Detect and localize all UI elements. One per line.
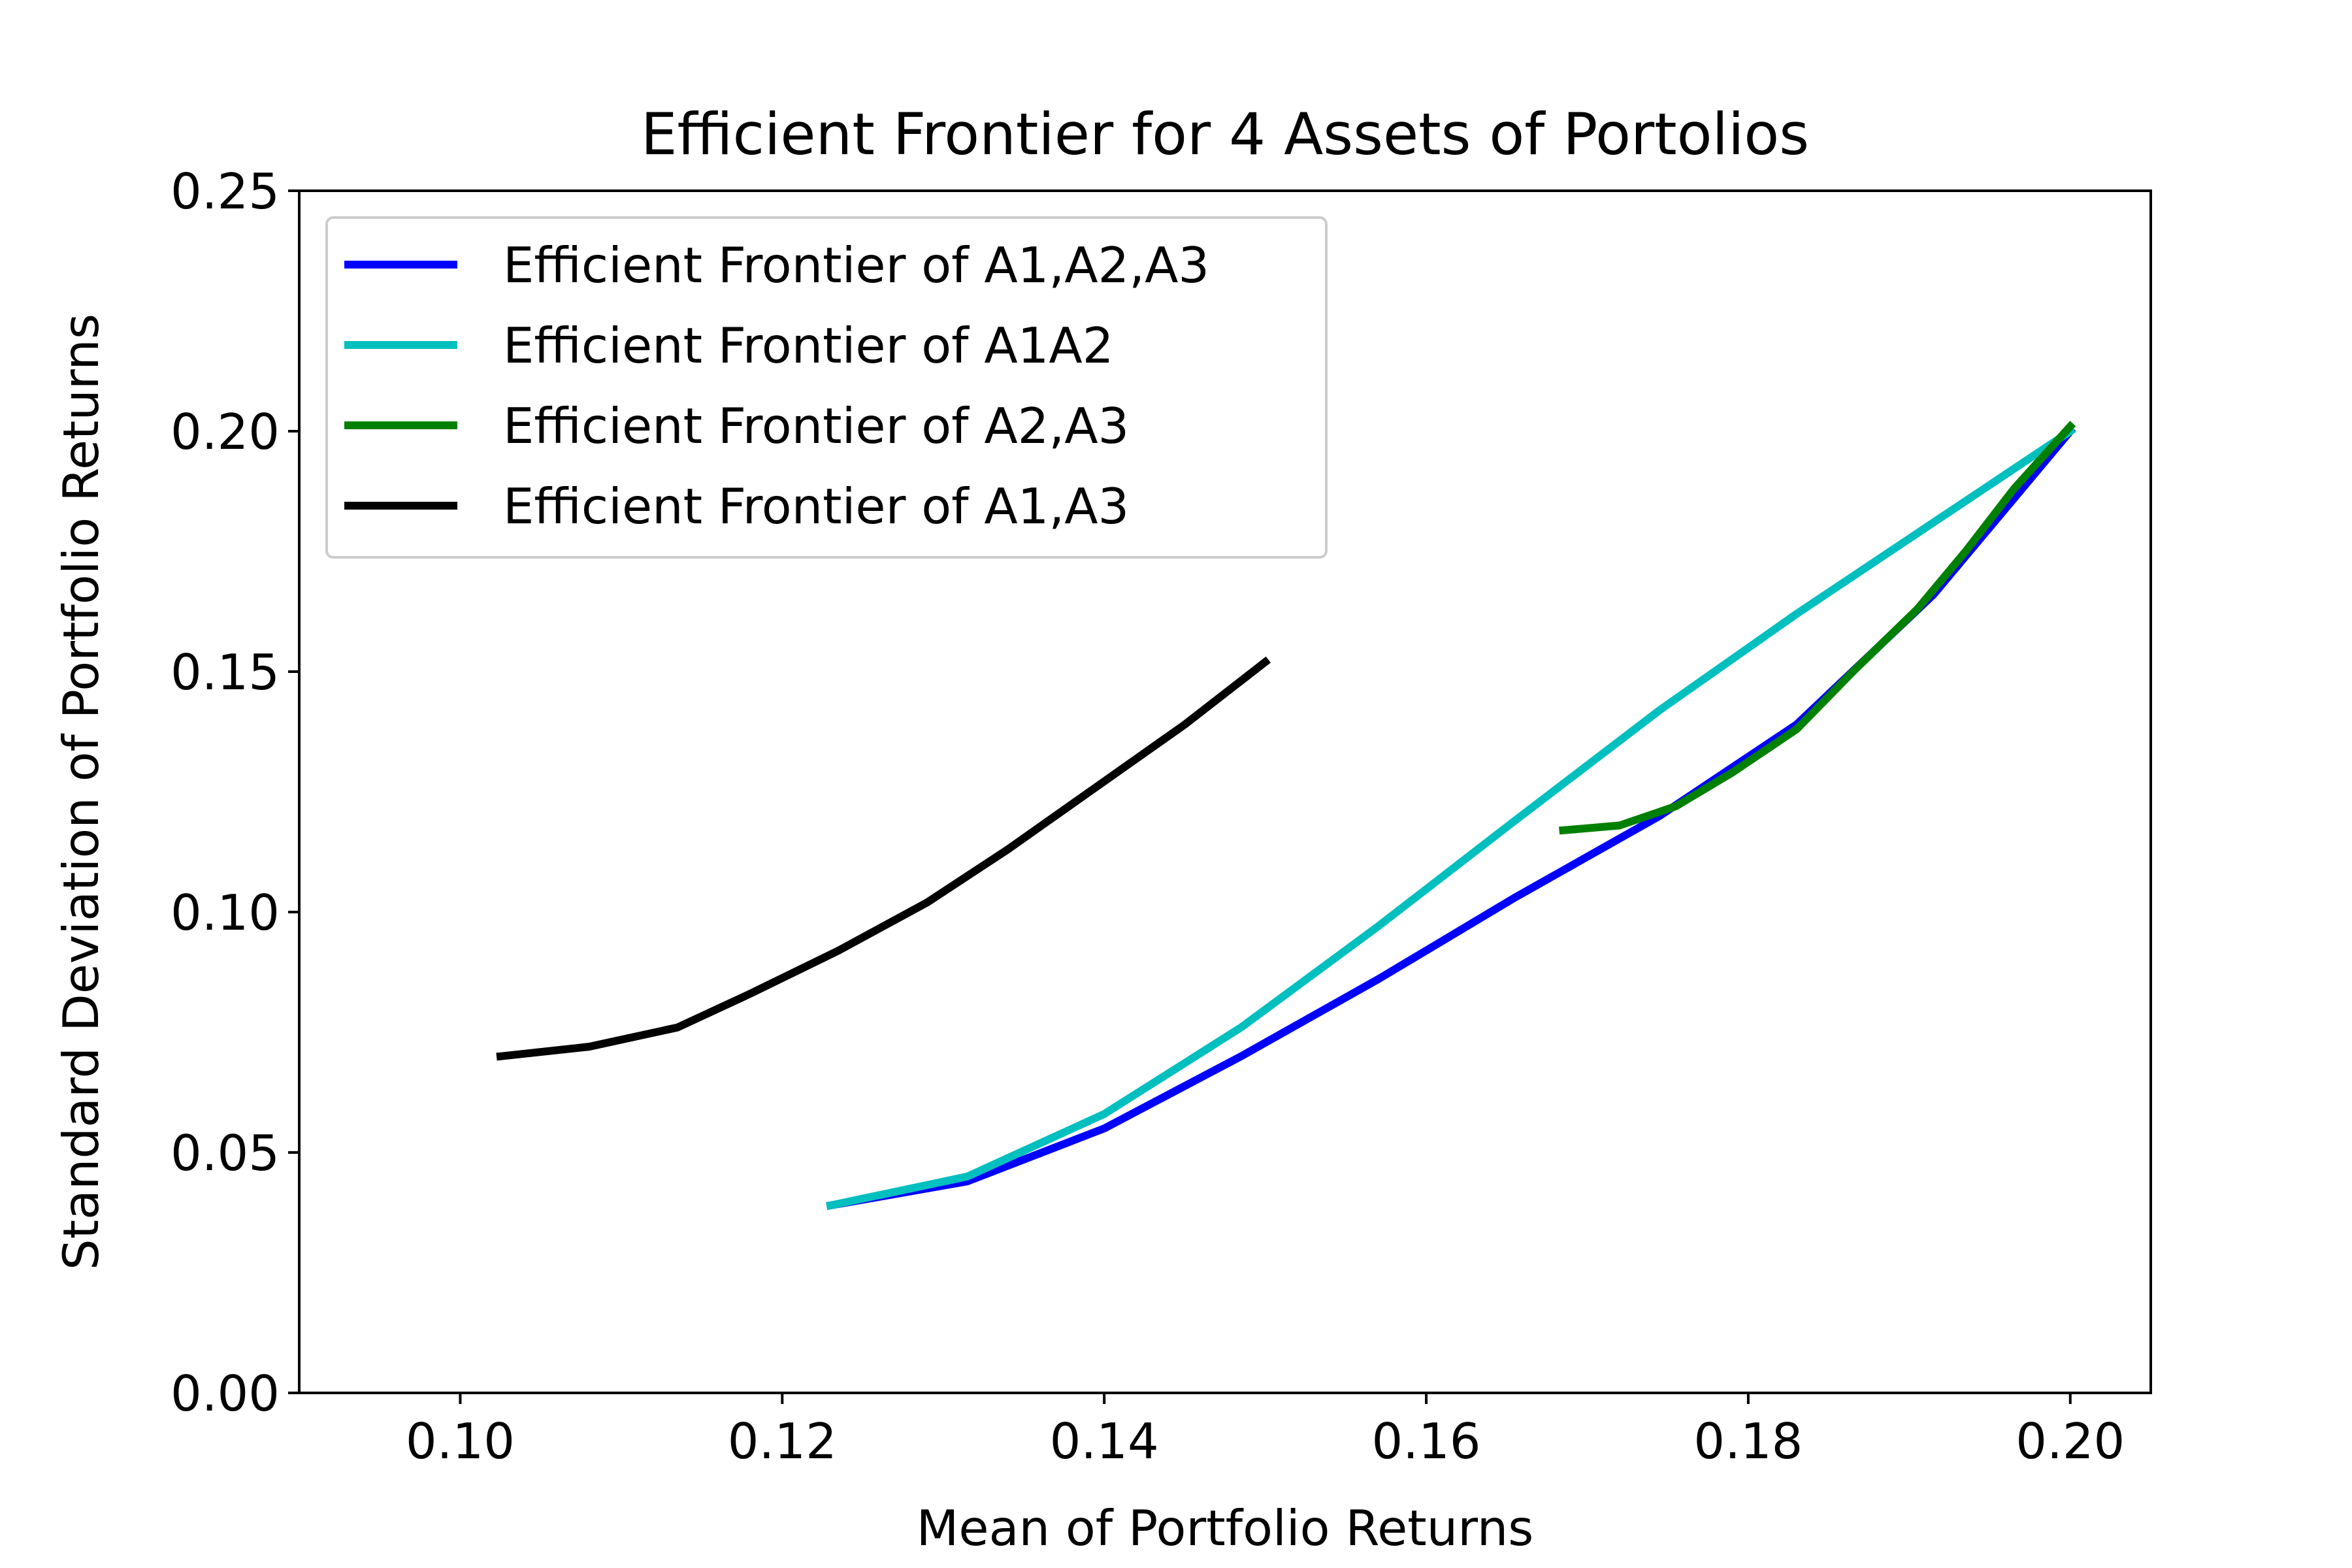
series-line-3 [1559,421,2076,835]
x-tick-label: 0.20 [2016,1413,2125,1470]
x-tick-label: 0.18 [1693,1413,1803,1470]
y-tick-label: 0.20 [171,403,280,461]
legend-box [325,216,1328,559]
series-line-4 [496,656,1271,1061]
axes: 0.10 0.12 0.14 0.16 0.18 0.20 0.00 0.05 0.10 0.15… [171,163,2152,1470]
y-tick-label: 0.25 [171,163,280,220]
legend-label-4: Efficient Frontier of A1,A3 [503,478,1129,535]
x-tick-label: 0.12 [728,1413,837,1470]
legend: Efficient Frontier of A1,A2,A3 Efficient … [325,216,1328,559]
axes-frame [298,189,2152,1394]
x-tick-label: 0.10 [406,1413,515,1470]
x-tick-label: 0.14 [1050,1413,1159,1470]
plot-area [496,421,2076,1211]
y-tick-label: 0.15 [171,644,280,701]
y-tick-label: 0.05 [171,1124,280,1182]
chart-title: Efficient Frontier for 4 Assets of Porto… [641,101,1809,168]
legend-label-1: Efficient Frontier of A1,A2,A3 [503,237,1209,294]
legend-label-3: Efficient Frontier of A2,A3 [503,397,1129,455]
y-tick-label: 0.00 [171,1365,280,1422]
y-tick-label: 0.10 [171,884,280,941]
legend-label-2: Efficient Frontier of A1A2 [503,317,1113,374]
series-line-2 [826,425,2076,1211]
x-tick-label: 0.16 [1372,1413,1481,1470]
y-axis-label: Standard Deviation of Portfolio Returns [52,314,110,1270]
x-axis-label: Mean of Portfolio Returns [917,1499,1534,1557]
